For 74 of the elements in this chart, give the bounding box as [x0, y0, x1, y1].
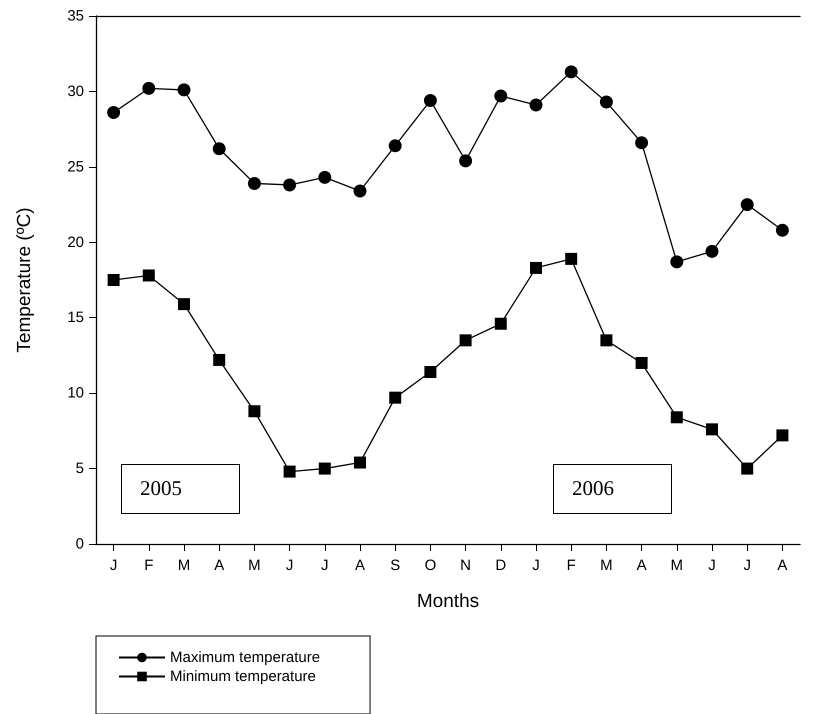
point [142, 82, 156, 95]
point [212, 142, 226, 156]
x-tick-label: M [248, 557, 261, 574]
point [354, 184, 366, 198]
point [459, 154, 472, 168]
annotation: 2006 [572, 475, 614, 501]
x-tick-label: J [743, 557, 751, 574]
point [741, 462, 754, 475]
legend-label: Minimum temperature [170, 668, 316, 685]
x-axis-title: Months [416, 591, 480, 612]
y-tick-label: 25 [67, 158, 84, 176]
point [670, 255, 684, 268]
y-tick-label: 20 [67, 234, 84, 251]
x-tick-label: O [424, 557, 436, 574]
point [670, 411, 683, 424]
x-tick-label: A [777, 557, 788, 574]
point [706, 244, 718, 258]
point [178, 298, 190, 310]
y-axis-title: Temperature (ºC) [14, 207, 35, 353]
x-tick-label: J [286, 557, 294, 574]
point [776, 224, 789, 237]
x-tick-label: A [214, 557, 224, 574]
point [248, 405, 260, 418]
point [636, 356, 648, 369]
x-tick-label: J [532, 557, 540, 574]
x-tick-label: J [321, 557, 329, 574]
point [248, 176, 261, 190]
point [284, 466, 296, 478]
point [776, 429, 788, 442]
point [213, 354, 226, 366]
point [494, 89, 508, 102]
point [600, 334, 612, 346]
x-tick-label: J [110, 557, 118, 574]
x-tick-label: A [636, 557, 647, 574]
x-tick-label: F [566, 557, 576, 574]
point [635, 136, 648, 150]
point [354, 456, 366, 469]
point [460, 334, 472, 346]
point [565, 252, 578, 265]
x-tick-label: N [460, 557, 472, 574]
y-tick-label: 15 [67, 309, 84, 326]
point [424, 94, 437, 107]
point [424, 366, 436, 378]
point [530, 262, 542, 274]
point [740, 198, 754, 212]
point [283, 178, 296, 192]
y-tick-label: 35 [67, 8, 84, 24]
point [108, 274, 120, 286]
y-tick-label: 5 [76, 460, 84, 478]
annotation: 2005 [140, 475, 182, 501]
x-tick-label: M [670, 557, 684, 574]
x-tick-label: M [178, 557, 190, 574]
x-tick-label: J [708, 557, 716, 574]
x-tick-label: D [495, 557, 506, 574]
legend-label: Maximum temperature [170, 649, 320, 666]
x-tick-label: S [390, 557, 400, 574]
point [107, 106, 120, 120]
y-tick-label: 10 [67, 384, 84, 402]
point [494, 318, 507, 330]
y-tick-label: 30 [67, 82, 84, 100]
point [318, 462, 331, 475]
point [530, 98, 542, 112]
point [142, 269, 155, 282]
point [600, 95, 613, 108]
point [564, 65, 578, 78]
x-tick-label: M [600, 557, 613, 574]
point [318, 170, 332, 184]
x-tick-label: A [354, 557, 366, 574]
point [388, 139, 402, 152]
y-tick-label: 0 [76, 536, 84, 552]
point [389, 392, 402, 404]
x-tick-label: F [144, 557, 154, 574]
point [178, 83, 190, 96]
point [706, 423, 718, 436]
